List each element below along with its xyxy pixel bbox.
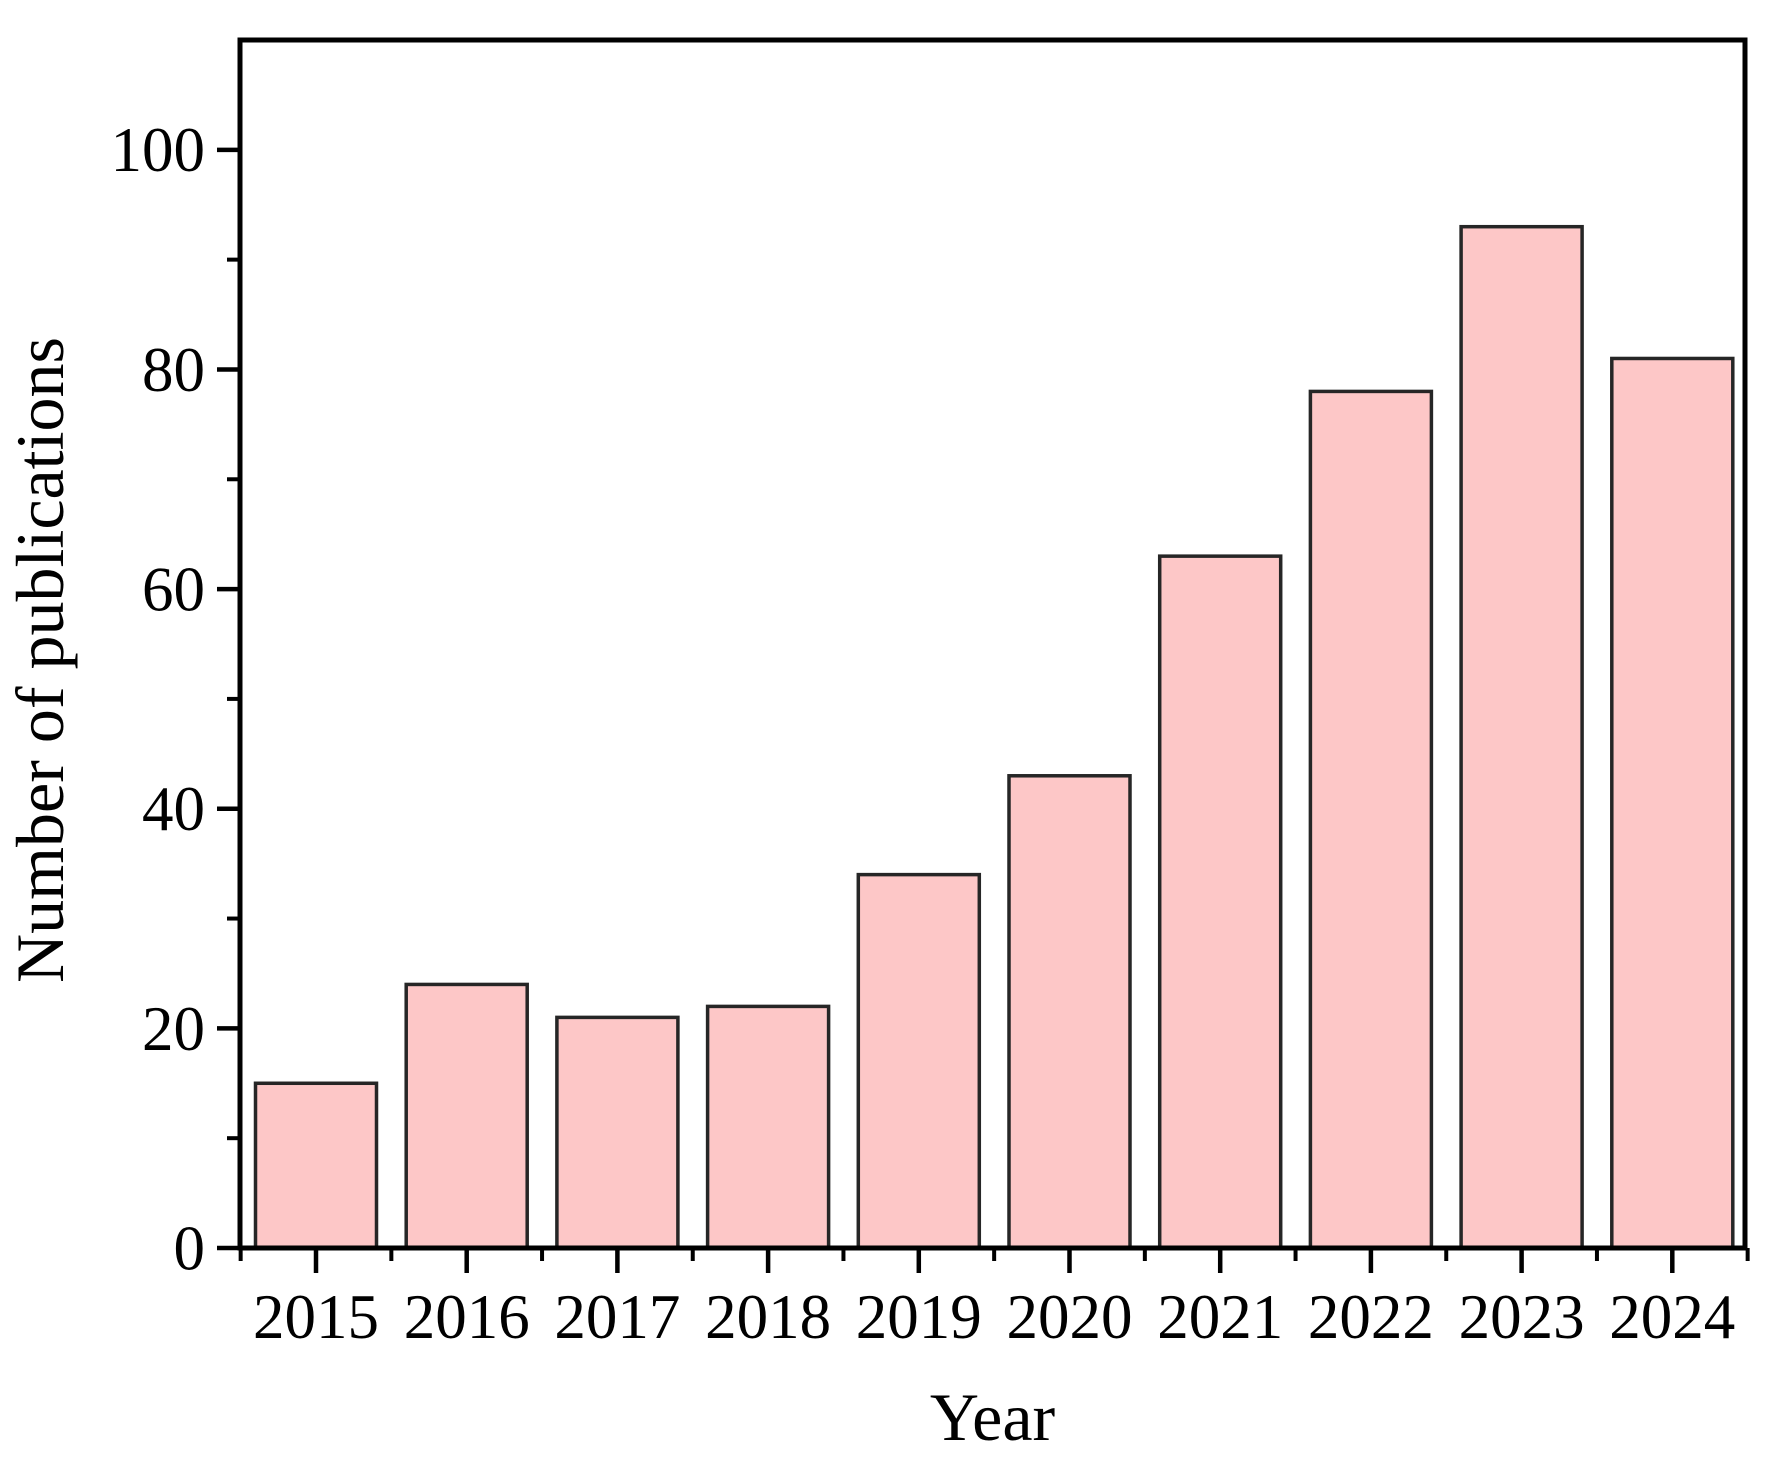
x-tick-label: 2019 bbox=[856, 1282, 982, 1352]
y-tick-label: 80 bbox=[142, 335, 205, 405]
bar-2018 bbox=[705, 1004, 831, 1250]
x-tick-label: 2020 bbox=[1007, 1282, 1133, 1352]
x-tick-label: 2021 bbox=[1157, 1282, 1283, 1352]
x-tick-label: 2016 bbox=[404, 1282, 530, 1352]
y-tick-label: 100 bbox=[111, 115, 206, 185]
x-tick-label: 2015 bbox=[253, 1282, 379, 1352]
bar-2023 bbox=[1459, 224, 1584, 1250]
y-axis-title: Number of publications bbox=[2, 337, 78, 983]
y-tick-label: 20 bbox=[142, 994, 205, 1064]
bar-2017 bbox=[555, 1015, 680, 1250]
bar-2019 bbox=[856, 872, 982, 1250]
bar-2022 bbox=[1308, 389, 1434, 1250]
x-tick-label: 2018 bbox=[705, 1282, 831, 1352]
y-tick-label: 60 bbox=[142, 555, 205, 625]
y-tick-label: 40 bbox=[142, 774, 205, 844]
x-axis-title: Year bbox=[930, 1379, 1056, 1455]
y-tick-label: 0 bbox=[174, 1213, 206, 1283]
bar-2015 bbox=[253, 1081, 379, 1250]
bar-2024 bbox=[1610, 356, 1735, 1250]
bar-2020 bbox=[1007, 774, 1132, 1250]
bar-2016 bbox=[404, 982, 529, 1250]
x-tick-label: 2022 bbox=[1308, 1282, 1434, 1352]
bar-2021 bbox=[1157, 554, 1283, 1250]
x-tick-label: 2023 bbox=[1459, 1282, 1585, 1352]
x-tick-label: 2017 bbox=[554, 1282, 680, 1352]
x-tick-label: 2024 bbox=[1609, 1282, 1735, 1352]
